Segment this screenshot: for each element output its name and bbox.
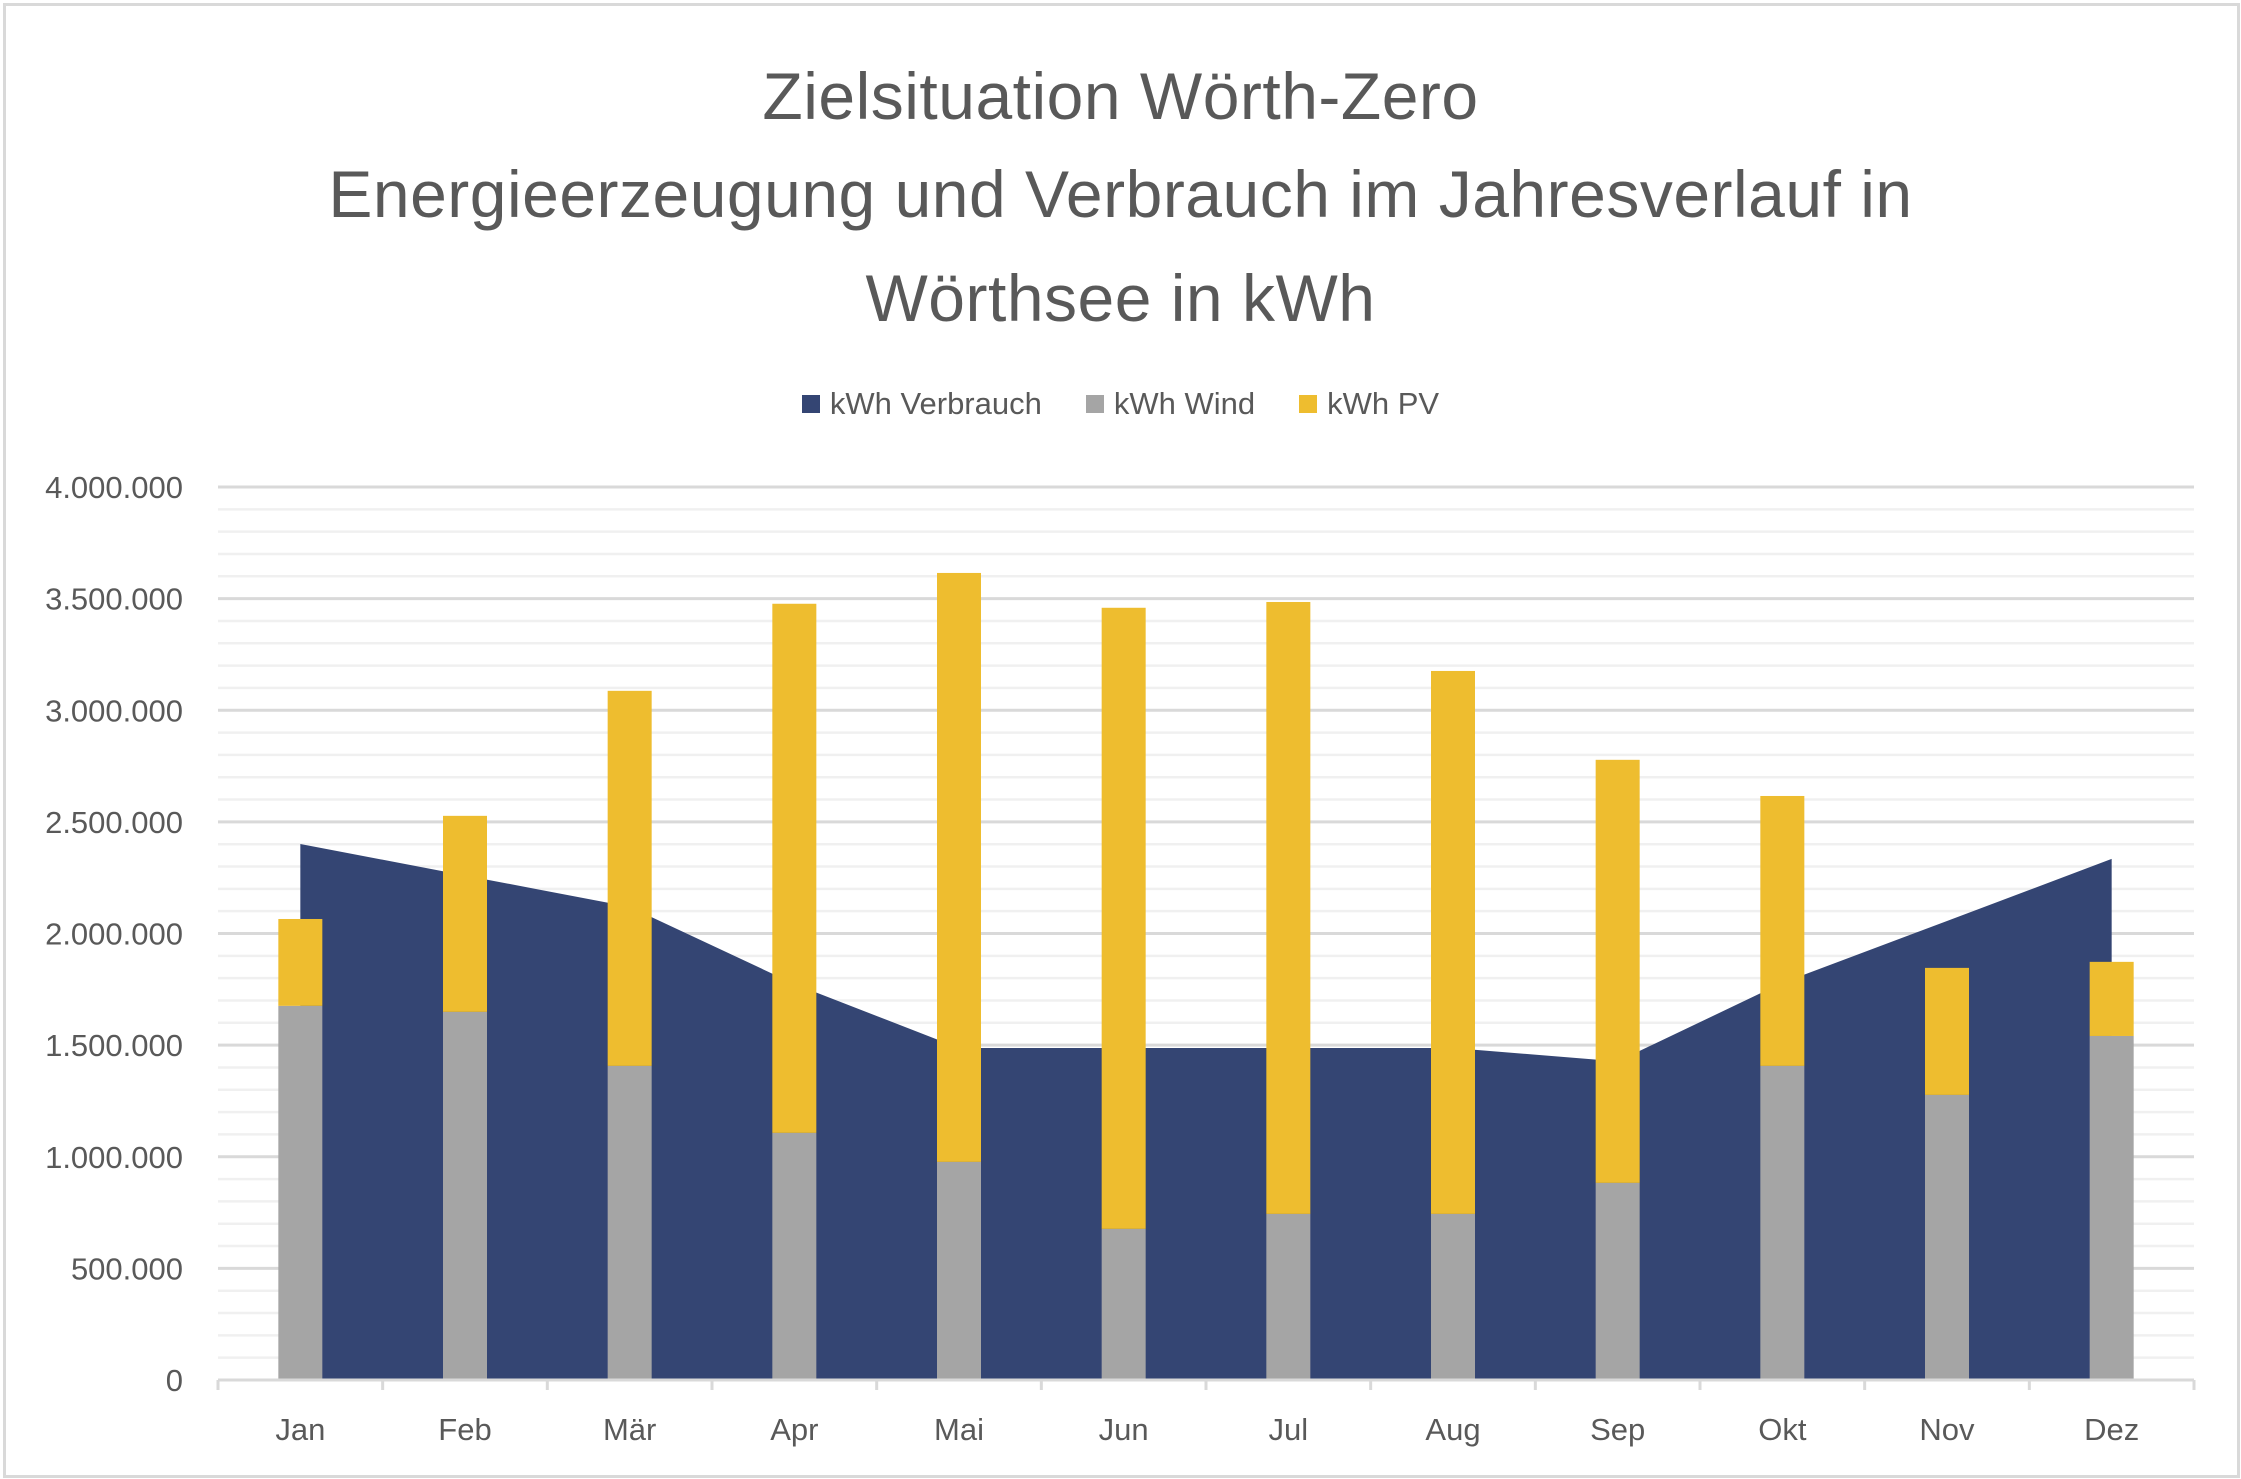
x-tick-label: Okt <box>1758 1412 1807 1447</box>
bar-wind-Mai <box>937 1161 981 1380</box>
x-tick-label: Mai <box>934 1412 984 1447</box>
bar-wind-Mär <box>607 1065 652 1380</box>
legend-swatch-verbrauch <box>801 395 820 413</box>
consumption-area <box>300 843 2112 1380</box>
legend: kWh Verbrauch kWh Wind kWh PV <box>0 386 2241 422</box>
chart-title-line-2: Energieerzeugung und Verbrauch im Jahres… <box>328 157 1913 231</box>
bar-pv-Nov <box>1925 967 1969 1095</box>
bar-pv-Apr <box>772 603 817 1133</box>
bar-pv-Sep <box>1595 759 1640 1183</box>
x-tick-label: Jan <box>275 1412 325 1447</box>
y-tick-label: 0 <box>166 1363 183 1398</box>
y-tick-label: 1.000.000 <box>45 1140 183 1175</box>
legend-swatch-pv <box>1299 395 1318 413</box>
bar-pv-Mär <box>607 690 652 1066</box>
y-axis-labels: 0 500.000 1.000.000 1.500.000 2.000.000 2.500… <box>45 470 183 1398</box>
legend-item-verbrauch[interactable]: kWh Verbrauch <box>801 386 1042 422</box>
bar-wind-Okt <box>1760 1065 1805 1380</box>
x-tick-label: Jun <box>1099 1412 1149 1447</box>
bars <box>278 572 2134 1380</box>
x-tick-label: Apr <box>770 1412 818 1447</box>
bar-pv-Mai <box>937 572 981 1162</box>
legend-label-wind: kWh Wind <box>1113 386 1256 421</box>
bar-wind-Aug <box>1431 1213 1475 1380</box>
bar-pv-Okt <box>1760 795 1805 1066</box>
x-tick-label: Dez <box>2084 1412 2139 1447</box>
y-tick-label: 500.000 <box>71 1251 183 1286</box>
y-tick-label: 4.000.000 <box>45 470 183 505</box>
x-tick-label: Mär <box>603 1412 656 1447</box>
y-tick-label: 1.500.000 <box>45 1028 183 1063</box>
x-tick-label: Sep <box>1590 1412 1645 1447</box>
area-verbrauch <box>300 843 2112 1380</box>
x-tick-label: Aug <box>1425 1412 1480 1447</box>
bar-pv-Jun <box>1101 607 1146 1229</box>
bar-wind-Jan <box>278 1005 323 1380</box>
legend-label-pv: kWh PV <box>1327 386 1440 421</box>
bar-wind-Dez <box>2089 1035 2134 1380</box>
legend-label-verbrauch: kWh Verbrauch <box>829 386 1042 421</box>
x-tick-label: Jul <box>1269 1412 1309 1447</box>
chart-title-line-3: Wörthsee in kWh <box>865 261 1376 335</box>
x-tick-label: Feb <box>438 1412 491 1447</box>
y-tick-label: 2.500.000 <box>45 805 183 840</box>
bar-wind-Nov <box>1925 1094 1969 1380</box>
bar-wind-Apr <box>772 1132 817 1380</box>
y-tick-label: 3.500.000 <box>45 582 183 617</box>
bar-pv-Feb <box>443 815 487 1012</box>
y-tick-label: 3.000.000 <box>45 693 183 728</box>
bar-wind-Jul <box>1266 1213 1311 1380</box>
legend-item-wind[interactable]: kWh Wind <box>1085 386 1256 422</box>
bar-wind-Sep <box>1595 1182 1640 1380</box>
y-tick-label: 2.000.000 <box>45 917 183 952</box>
x-axis-labels: Jan Feb Mär Apr Mai Jun Jul Aug Sep Okt Nov Dez <box>275 1412 2139 1447</box>
bar-wind-Feb <box>443 1011 487 1380</box>
chart-title-line-1: Zielsituation Wörth-Zero <box>762 59 1479 133</box>
legend-item-pv[interactable]: kWh PV <box>1299 386 1439 422</box>
bar-wind-Jun <box>1101 1228 1146 1380</box>
x-axis <box>216 1378 2196 1390</box>
x-tick-label: Nov <box>1919 1412 1975 1447</box>
bar-pv-Aug <box>1431 670 1475 1214</box>
bar-pv-Dez <box>2089 961 2134 1036</box>
bar-pv-Jul <box>1266 601 1311 1214</box>
bar-pv-Jan <box>278 918 323 1006</box>
legend-swatch-wind <box>1085 395 1104 413</box>
